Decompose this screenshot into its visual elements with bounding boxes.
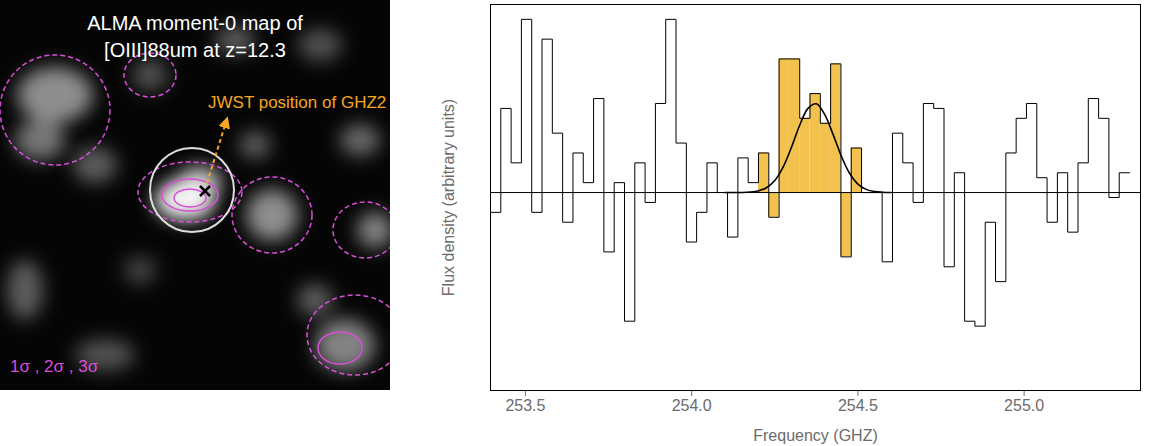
svg-text:[OIII]88um at z=12.3: [OIII]88um at z=12.3 [104, 39, 286, 61]
svg-text:JWST position of GHZ2: JWST position of GHZ2 [208, 93, 386, 112]
svg-text:255.0: 255.0 [1004, 397, 1044, 414]
svg-text:254.0: 254.0 [672, 397, 712, 414]
svg-text:254.5: 254.5 [838, 397, 878, 414]
svg-text:Frequency (GHZ): Frequency (GHZ) [753, 427, 877, 444]
svg-text:1σ , 2σ , 3σ: 1σ , 2σ , 3σ [10, 357, 99, 376]
svg-text:253.5: 253.5 [505, 397, 545, 414]
svg-text:Flux density (arbitrary units): Flux density (arbitrary units) [440, 99, 457, 296]
svg-text:ALMA moment-0 map of: ALMA moment-0 map of [87, 12, 303, 34]
